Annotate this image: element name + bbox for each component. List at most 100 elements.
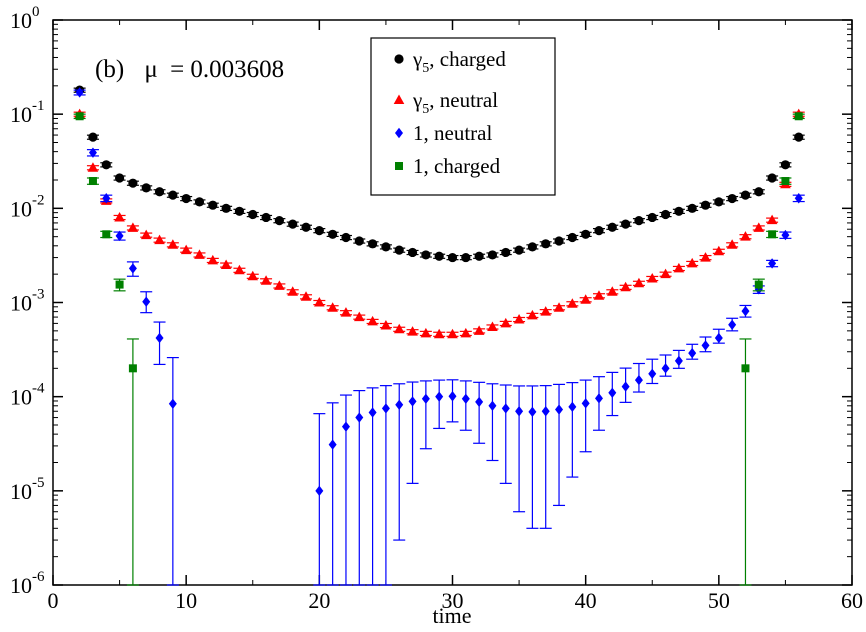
gamma5-neutral-point <box>420 327 432 338</box>
gamma5-neutral-point <box>540 306 552 316</box>
gamma5-neutral-point <box>194 249 205 259</box>
gamma5-neutral-point <box>713 245 725 256</box>
gamma5-charged-point <box>168 190 178 200</box>
series-2 <box>73 87 805 586</box>
gamma5-neutral-point <box>433 328 445 339</box>
gamma5-neutral-point <box>114 211 125 222</box>
gamma5-neutral-point <box>633 277 645 288</box>
one-charged-point <box>88 177 97 186</box>
x-tick-label: 10 <box>175 588 197 613</box>
y-tick-label: 100 <box>10 4 40 33</box>
mu-symbol: μ <box>144 56 157 83</box>
panel-label: (b) <box>95 56 124 83</box>
one-neutral-point <box>688 347 697 359</box>
x-axis-title: time <box>432 603 471 628</box>
one-neutral-point <box>528 406 537 418</box>
one-neutral-point <box>142 296 151 307</box>
one-neutral-point <box>115 230 124 242</box>
gamma5-neutral-point <box>460 327 472 338</box>
gamma5-charged-point <box>314 226 324 236</box>
one-charged-point <box>781 177 790 186</box>
x-tick-label: 60 <box>841 588 863 613</box>
gamma5-charged-point <box>208 200 218 210</box>
one-neutral-point <box>515 406 524 417</box>
mu-value: = 0.003608 <box>170 56 284 83</box>
gamma5-charged-point <box>381 242 391 252</box>
one-neutral-point <box>168 398 177 409</box>
gamma5-neutral-point <box>593 290 605 300</box>
one-charged-point <box>768 230 777 239</box>
gamma5-neutral-point <box>646 272 658 283</box>
gamma5-neutral-point <box>500 317 512 328</box>
one-neutral-point <box>674 355 683 367</box>
legend-marker <box>393 94 405 104</box>
series-0 <box>73 85 805 263</box>
one-charged-point <box>115 280 124 289</box>
one-neutral-point <box>594 393 603 404</box>
one-neutral-point <box>368 407 377 418</box>
one-neutral-point <box>781 229 790 241</box>
one-neutral-point <box>435 391 444 402</box>
gamma5-charged-point <box>634 216 644 226</box>
gamma5-charged-point <box>261 212 271 223</box>
gamma5-neutral-point <box>513 313 525 324</box>
series-layer <box>73 85 805 586</box>
x-tick-label: 20 <box>308 588 330 613</box>
gamma5-neutral-point <box>367 315 378 326</box>
one-neutral-point <box>355 412 364 423</box>
one-neutral-point <box>555 404 564 415</box>
gamma5-neutral-point <box>753 222 765 232</box>
gamma5-charged-point <box>394 245 404 255</box>
one-neutral-point <box>794 193 803 204</box>
gamma5-neutral-point <box>247 270 259 281</box>
gamma5-charged-point <box>141 183 151 193</box>
gamma5-charged-point <box>687 203 697 213</box>
gamma5-neutral-point <box>87 162 99 172</box>
one-neutral-point <box>741 305 750 317</box>
y-tick-label: 10-5 <box>10 475 45 504</box>
gamma5-charged-point <box>767 173 777 183</box>
gamma5-neutral-point <box>393 323 405 334</box>
gamma5-neutral-point <box>180 244 192 255</box>
one-neutral-point <box>501 403 510 414</box>
gamma5-charged-point <box>328 229 338 239</box>
gamma5-charged-point <box>700 200 711 210</box>
gamma5-neutral-point <box>686 257 698 268</box>
one-neutral-point <box>395 399 404 410</box>
gamma5-neutral-point <box>407 326 418 336</box>
gamma5-charged-point <box>794 132 804 142</box>
one-neutral-point <box>421 393 430 404</box>
gamma5-neutral-point <box>740 231 751 241</box>
gamma5-neutral-point <box>274 280 285 290</box>
one-neutral-point <box>102 193 111 204</box>
gamma5-neutral-point <box>766 214 778 225</box>
one-neutral-point <box>488 400 497 411</box>
gamma5-charged-point <box>301 222 311 232</box>
legend-label: γ5, neutral <box>412 88 498 117</box>
legend-marker <box>394 54 404 64</box>
one-neutral-point <box>341 421 350 432</box>
gamma5-neutral-point <box>660 268 671 279</box>
gamma5-neutral-point <box>340 307 352 317</box>
gamma5-charged-point <box>407 247 418 258</box>
gamma5-charged-point <box>714 197 724 207</box>
gamma5-neutral-point <box>607 286 618 296</box>
x-tick-label: 40 <box>575 588 597 613</box>
y-tick-label: 10-2 <box>10 192 45 221</box>
one-neutral-point <box>408 396 417 407</box>
legend-label: 1, charged <box>413 154 501 178</box>
gamma5-neutral-point <box>167 239 179 249</box>
gamma5-charged-point <box>607 222 617 232</box>
gamma5-charged-point <box>594 226 604 236</box>
gamma5-charged-point <box>780 160 791 170</box>
gamma5-neutral-point <box>127 222 139 232</box>
legend-label: γ5, charged <box>412 47 506 76</box>
one-neutral-point <box>621 381 630 392</box>
gamma5-charged-point <box>461 252 471 263</box>
gamma5-charged-point <box>487 250 498 260</box>
one-neutral-point <box>461 393 470 404</box>
gamma5-neutral-point <box>207 254 219 265</box>
one-neutral-point <box>714 332 723 344</box>
gamma5-neutral-point <box>700 252 711 262</box>
